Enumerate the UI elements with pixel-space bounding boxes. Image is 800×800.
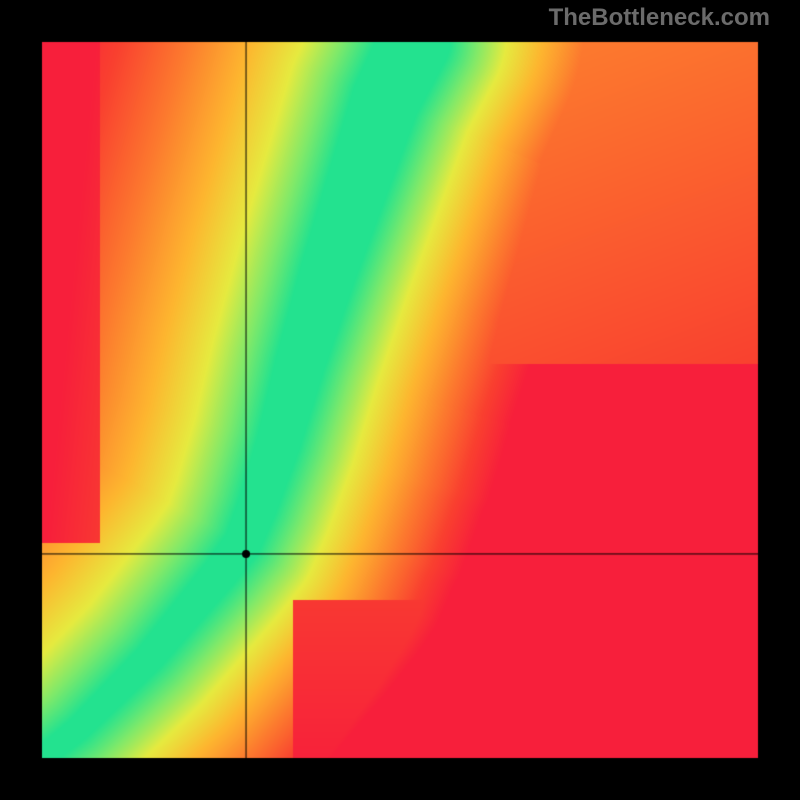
bottleneck-heatmap (0, 0, 800, 800)
chart-container: TheBottleneck.com (0, 0, 800, 800)
